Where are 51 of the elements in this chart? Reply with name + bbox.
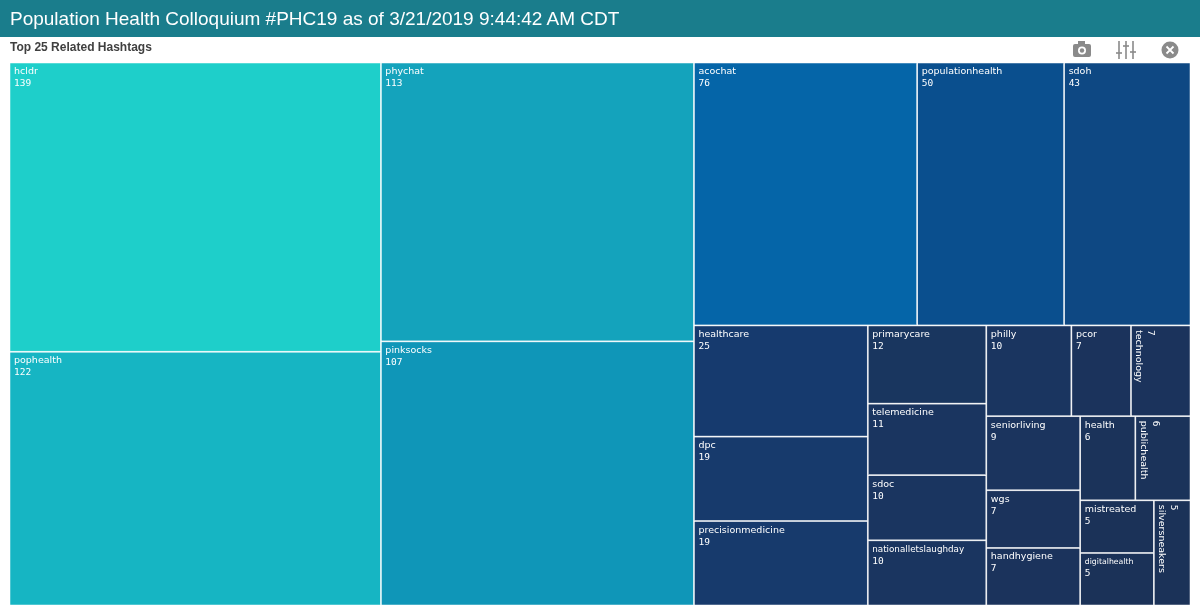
category-label: sdoc (872, 477, 895, 489)
data-label: 11 (872, 418, 884, 430)
data-label: 122 (14, 366, 32, 378)
category-label: seniorliving (990, 418, 1046, 430)
data-label: 7 (1146, 329, 1158, 336)
data-label: 9 (990, 430, 997, 442)
category-label: mistreated (1084, 502, 1137, 514)
text: Top 25 Related Hashtags (10, 40, 153, 54)
category-label: wgs (990, 492, 1010, 504)
category-label: phychat (385, 65, 425, 76)
data-label: 107 (385, 355, 403, 367)
category-label: pophealth (14, 354, 62, 366)
data-label: 43 (1068, 77, 1081, 88)
category-label: telemedicine (872, 406, 934, 418)
data-label: 25 (698, 339, 710, 351)
category-label: primarycare (872, 327, 931, 339)
category-label: sdoh (1068, 65, 1092, 76)
category-label: publichealth (1138, 420, 1150, 480)
category-label: hcldr (14, 65, 38, 76)
category-label: populationhealth (921, 65, 1003, 76)
data-label: 19 (698, 535, 711, 547)
data-label: 10 (872, 489, 884, 501)
data-label: 10 (990, 339, 1003, 351)
category-label: technology (1134, 329, 1146, 384)
category-label: pcor (1075, 327, 1097, 339)
data-label: 7 (990, 504, 997, 516)
data-label: 139 (14, 77, 32, 88)
category-label: health (1084, 418, 1115, 430)
category-label: acochat (698, 65, 737, 76)
data-label: 10 (872, 554, 884, 566)
category-label: dpc (698, 439, 716, 451)
data-label: 5 (1084, 514, 1091, 526)
category-label: pinksocks (385, 343, 433, 355)
data-label: 6 (1084, 430, 1091, 442)
category-label: silversneakers (1157, 504, 1169, 574)
text: Population Health Colloquium #PHC19 as of 3/21/2019 9:44:42 AM CDT (10, 8, 620, 29)
data-label: 12 (872, 339, 884, 351)
data-label: 5 (1169, 504, 1181, 511)
category-label: philly (990, 327, 1017, 339)
data-label: 7 (990, 562, 997, 574)
category-label: handhygiene (990, 550, 1053, 562)
data-label: 7 (1075, 339, 1082, 351)
category-label: nationalletslaughday (872, 543, 965, 554)
data-label: 5 (1084, 567, 1091, 579)
category-label: precisionmedicine (698, 523, 785, 535)
data-label: 50 (921, 77, 934, 88)
data-label: 113 (385, 77, 403, 88)
data-label: 76 (698, 77, 711, 88)
data-label: 6 (1150, 420, 1162, 427)
category-label: healthcare (698, 327, 750, 339)
data-label: 19 (698, 451, 711, 463)
